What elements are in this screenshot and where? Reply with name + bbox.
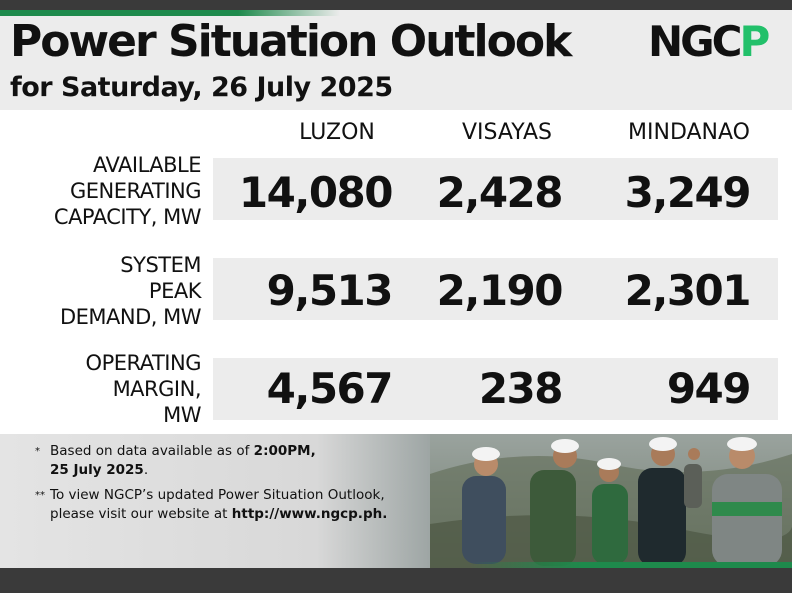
footnote-time: 2:00PM,	[253, 443, 316, 459]
row-label-line: MARGIN,	[112, 377, 202, 401]
worker-figures	[462, 437, 782, 566]
row-label-line: PEAK	[148, 279, 202, 303]
row-band-margin	[213, 358, 778, 420]
ngcp-logo-text: NGCP	[648, 18, 769, 62]
top-green-accent	[0, 10, 340, 16]
row-band-capacity	[213, 158, 778, 220]
bottom-green-accent	[470, 562, 792, 570]
column-header-mindanao: MINDANAO	[628, 120, 750, 145]
website-link[interactable]: http://www.ngcp.ph.	[231, 506, 388, 522]
value-visayas-demand: 2,190	[436, 266, 564, 315]
column-header-visayas: VISAYAS	[462, 120, 552, 145]
page-title: Power Situation Outlook	[10, 16, 572, 67]
value-visayas-capacity: 2,428	[436, 168, 564, 217]
footnote-text-part: Based on data available as of	[50, 443, 254, 459]
footer-photo-banner	[0, 434, 792, 576]
row-label-line: OPERATING	[85, 351, 202, 375]
row-label-line: AVAILABLE	[92, 153, 202, 177]
header-panel	[0, 10, 792, 110]
row-label-margin: OPERATING MARGIN, MW	[8, 350, 202, 428]
ngcp-logo: NGCP	[648, 18, 772, 62]
workers-photo	[430, 434, 792, 576]
footnote-date: 25 July 2025	[50, 462, 144, 478]
value-mindanao-margin: 949	[666, 364, 752, 413]
page-subtitle: for Saturday, 26 July 2025	[10, 72, 393, 103]
footnote-text-part: please visit our website at	[50, 506, 232, 522]
value-luzon-demand: 9,513	[266, 266, 394, 315]
bottom-dark-bar	[0, 568, 792, 593]
row-label-line: DEMAND, MW	[59, 305, 202, 329]
row-label-capacity: AVAILABLE GENERATING CAPACITY, MW	[8, 152, 202, 230]
row-label-demand: SYSTEM PEAK DEMAND, MW	[8, 252, 202, 330]
column-header-luzon: LUZON	[299, 120, 375, 145]
footnote-asterisk: *	[35, 446, 40, 457]
top-dark-bar	[0, 0, 792, 10]
row-label-line: SYSTEM	[120, 253, 201, 277]
row-label-line: MW	[163, 403, 201, 427]
row-label-line: CAPACITY, MW	[53, 205, 202, 229]
footnote-text-part: To view NGCP’s updated Power Situation O…	[50, 487, 385, 503]
value-luzon-capacity: 14,080	[238, 168, 394, 217]
footnote-text-part: .	[143, 462, 149, 478]
row-band-demand	[213, 258, 778, 320]
row-label-line: GENERATING	[70, 179, 202, 203]
value-luzon-margin: 4,567	[266, 364, 394, 413]
value-visayas-margin: 238	[478, 364, 564, 413]
footnote-text: To view NGCP’s updated Power Situation O…	[50, 486, 387, 524]
footnote-double-asterisk: **	[35, 490, 45, 501]
value-mindanao-demand: 2,301	[624, 266, 752, 315]
value-mindanao-capacity: 3,249	[624, 168, 752, 217]
footnote-text: Based on data available as of 2:00PM, 25…	[50, 442, 316, 480]
